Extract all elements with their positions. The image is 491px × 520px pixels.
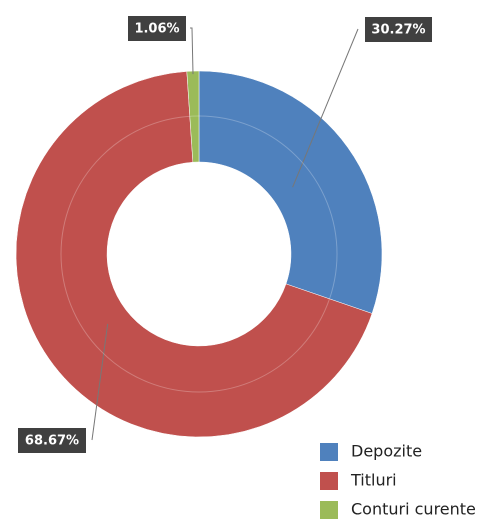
data-label: 1.06% xyxy=(134,22,179,37)
data-label-box xyxy=(18,428,86,453)
donut-slice xyxy=(186,70,200,163)
legend-label: Conturi curente xyxy=(351,500,476,519)
data-label: 30.27% xyxy=(371,23,425,38)
data-label-box xyxy=(365,17,432,42)
legend-label: Depozite xyxy=(351,442,422,461)
leader-line xyxy=(292,28,359,188)
legend-swatch xyxy=(320,443,338,461)
legend-swatch xyxy=(320,472,338,490)
data-label: 68.67% xyxy=(25,434,79,449)
legend-swatch xyxy=(320,501,338,519)
data-label-box xyxy=(128,16,186,41)
leader-line xyxy=(190,27,194,75)
legend-label: Titluri xyxy=(350,471,397,490)
donut-slice xyxy=(198,70,383,314)
inner-ring xyxy=(60,115,338,393)
leader-line xyxy=(91,323,109,441)
